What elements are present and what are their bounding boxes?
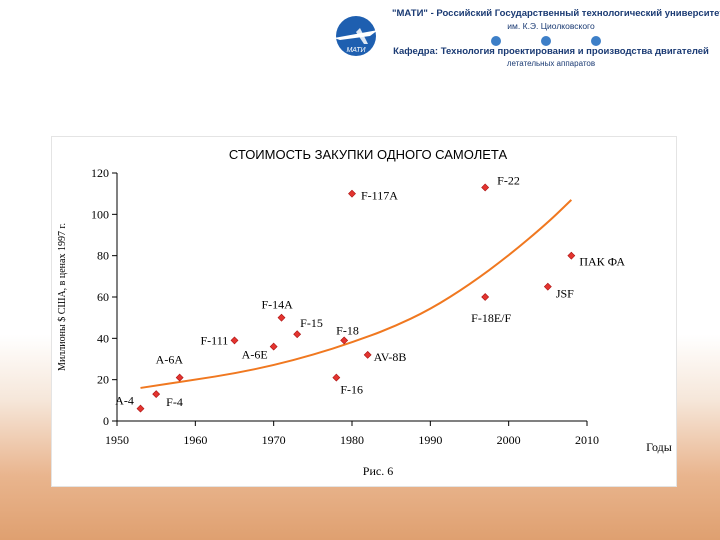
data-point-label: F-117A [361,189,398,203]
data-point-marker [136,404,145,413]
slide-header: МАТИ "МАТИ" - Российский Государственный… [0,0,720,80]
data-point-marker [481,293,490,301]
x-tick-label: 1990 [418,433,442,447]
data-point-marker [230,336,239,345]
data-point-label: A-6A [156,353,184,367]
y-tick-label: 60 [97,290,109,304]
university-subtitle: им. К.Э. Циолковского [507,21,595,31]
cost-chart: СТОИМОСТЬ ЗАКУПКИ ОДНОГО САМОЛЕТА Миллио… [57,147,672,478]
y-tick-label: 120 [91,166,109,180]
data-point-label: F-15 [300,316,323,330]
y-tick-label: 20 [97,373,109,387]
data-point-label: F-4 [166,395,183,409]
chart-panel: СТОИМОСТЬ ЗАКУПКИ ОДНОГО САМОЛЕТА Миллио… [51,136,677,487]
data-point-label: F-22 [497,173,520,187]
x-ticks: 1950 1960 1970 1980 1990 2000 2010 [105,421,599,447]
data-point-marker [340,336,349,345]
data-point-marker [481,183,490,192]
x-tick-label: 1960 [183,433,207,447]
y-tick-label: 80 [97,249,109,263]
data-point-label: AV-8B [374,350,407,364]
data-point-marker [269,342,278,351]
chart-title: СТОИМОСТЬ ЗАКУПКИ ОДНОГО САМОЛЕТА [229,147,508,162]
data-point-marker [293,330,302,339]
x-tick-label: 1970 [262,433,286,447]
y-tick-label: 40 [97,331,109,345]
data-point-label: ПАК ФА [579,255,625,269]
mati-logo-icon: МАТИ [334,16,378,56]
y-axis-label: Миллионы $ США, в ценах 1997 г. [57,223,68,371]
data-point-label: JSF [556,287,574,301]
x-axis-label: Годы [646,440,672,454]
figure-caption: Рис. 6 [363,464,393,478]
data-point-marker [543,282,552,291]
x-tick-label: 1980 [340,433,364,447]
data-point-marker [363,350,372,359]
data-point-marker [348,189,356,198]
y-ticks: 0 20 40 60 80 100 120 [91,166,117,428]
department-subtitle: летательных аппаратов [506,59,596,68]
department-name: Кафедра: Технология проектирования и про… [393,46,709,57]
data-point-label: F-111 [201,333,229,347]
trend-line [140,199,573,389]
university-name: "МАТИ" - Российский Государственный техн… [392,8,720,19]
x-tick-label: 2000 [497,433,521,447]
y-tick-label: 0 [103,414,109,428]
x-tick-label: 1950 [105,433,129,447]
data-point-label: F-18E/F [471,311,511,325]
y-tick-label: 100 [91,207,109,221]
data-point-marker [277,313,286,322]
data-point-marker [175,373,184,382]
data-point-marker [332,373,341,382]
data-point-label: F-18 [336,323,359,337]
data-point-label: F-16 [340,383,363,397]
data-points: A-4 F-4 A-6A F-111 A-6E F-14A F-15 F-16 F-18 F-11… [115,173,625,413]
header-decoration-icon [491,36,601,46]
logo-text: МАТИ [346,47,366,54]
data-point-label: A-6E [242,348,268,362]
data-point-label: A-4 [115,394,134,408]
data-point-marker [152,390,161,399]
data-point-marker [567,251,576,260]
data-point-label: F-14A [262,298,294,312]
x-tick-label: 2010 [575,433,599,447]
